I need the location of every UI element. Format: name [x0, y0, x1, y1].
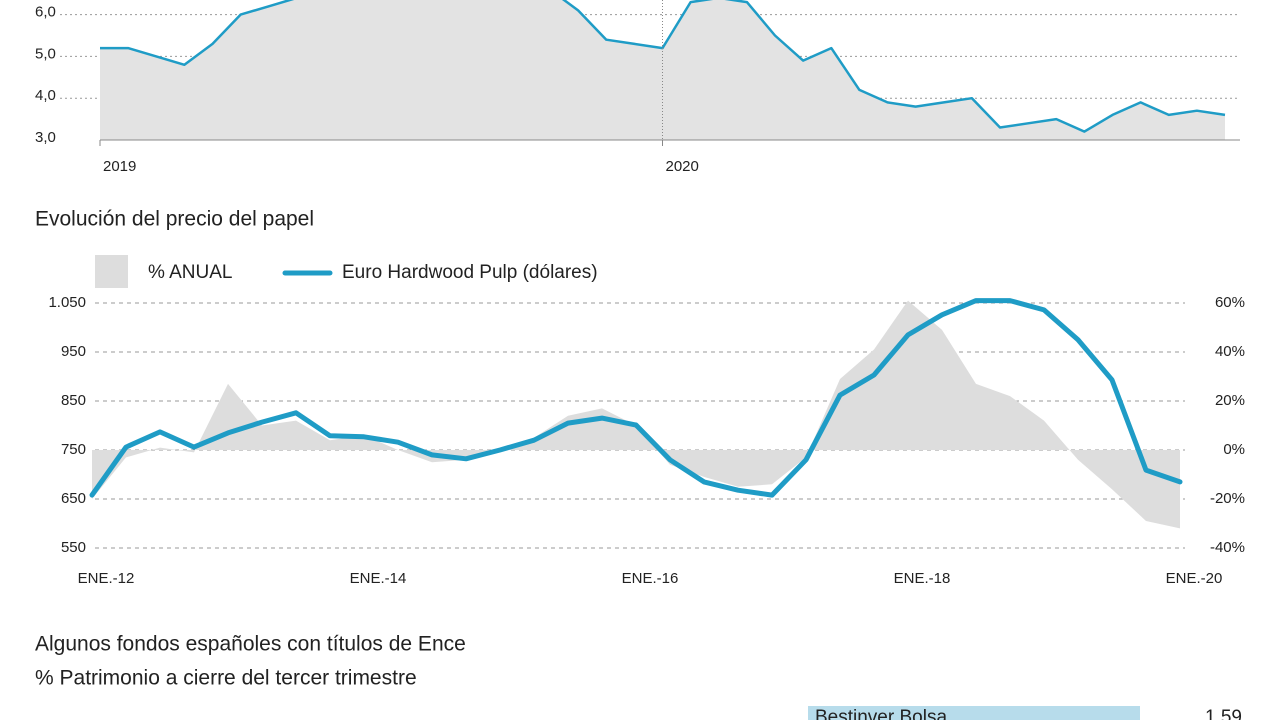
x-tick-label: 2020: [666, 158, 699, 175]
y2-tick-label: 40%: [1215, 343, 1245, 360]
chart-title: Algunos fondos españoles con títulos de …: [35, 633, 466, 656]
legend-swatch: [95, 255, 128, 288]
x-tick-label: ENE.-20: [1166, 570, 1223, 587]
x-tick-label: ENE.-16: [622, 570, 679, 587]
bar-label: Bestinver Bolsa: [815, 707, 947, 720]
chart-subtitle: % Patrimonio a cierre del tercer trimest…: [35, 667, 417, 690]
x-tick-label: ENE.-18: [894, 570, 951, 587]
plot-area: [60, 0, 1240, 140]
y-tick-label: 650: [61, 490, 86, 507]
legend-label: % ANUAL: [148, 262, 232, 283]
y-tick-label: 6,0: [35, 4, 56, 21]
legend-label: Euro Hardwood Pulp (dólares): [342, 262, 598, 283]
x-tick-label: ENE.-14: [350, 570, 407, 587]
y2-tick-label: 60%: [1215, 294, 1245, 311]
y-tick-label: 550: [61, 539, 86, 556]
y-tick-label: 4,0: [35, 87, 56, 104]
y2-tick-label: -20%: [1210, 490, 1245, 507]
y-tick-label: 950: [61, 343, 86, 360]
y2-tick-label: 0%: [1223, 441, 1245, 458]
y-tick-label: 1.050: [48, 294, 86, 311]
chart-title: Evolución del precio del papel: [35, 208, 314, 231]
value-label: 1,59: [1205, 707, 1242, 720]
line: [89, 298, 1183, 498]
y-tick-label: 3,0: [35, 129, 56, 146]
x-tick-label: ENE.-12: [78, 570, 135, 587]
bar: [808, 706, 1140, 720]
y2-tick-label: 20%: [1215, 392, 1245, 409]
x-tick-label: 2019: [103, 158, 136, 175]
y-tick-label: 5,0: [35, 45, 56, 62]
area: [92, 300, 1180, 529]
y2-tick-label: -40%: [1210, 539, 1245, 556]
y-tick-label: 850: [61, 392, 86, 409]
y-tick-label: 750: [61, 441, 86, 458]
